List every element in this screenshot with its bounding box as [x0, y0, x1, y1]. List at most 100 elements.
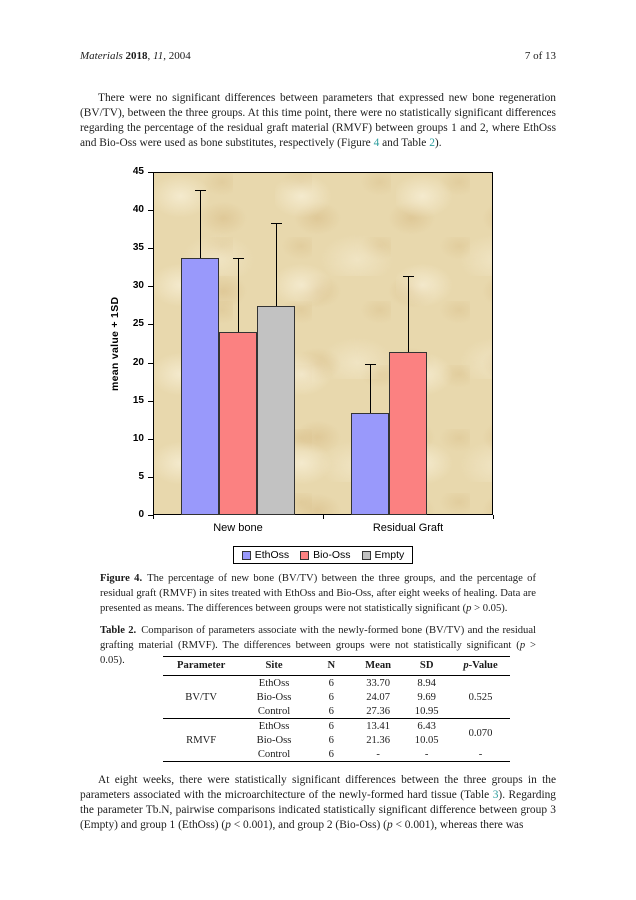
legend-label: Bio-Oss	[313, 549, 351, 561]
text-run: p	[386, 819, 393, 831]
citation-link[interactable]: 2	[429, 137, 435, 149]
error-bar-line	[275, 222, 277, 307]
x-tick-mark	[153, 515, 154, 519]
table-cell: Bio-Oss	[256, 691, 292, 703]
table-cell: 6	[328, 705, 334, 717]
text-run: The percentage of new bone (BV/TV) betwe…	[100, 573, 536, 614]
table-cell: 9.69	[417, 691, 436, 703]
table-row: RMVF EthOss 6 13.41 6.43 0.070	[163, 718, 510, 762]
legend-item-empty: Empty	[361, 549, 405, 561]
table-cell: Bio-Oss	[256, 734, 292, 746]
bar-bio-oss-new-bone	[219, 331, 257, 515]
table-row: Bio-Oss 6 21.36 10.05	[163, 733, 510, 747]
y-tick-label: 35	[132, 242, 144, 254]
p-value-cell: 0.070	[450, 718, 510, 747]
legend-swatch-icon	[300, 550, 310, 560]
legend-swatch-icon	[361, 550, 371, 560]
y-tick-mark	[148, 476, 153, 478]
text-run: > 0.05).	[100, 639, 536, 666]
column-header: Site	[239, 656, 309, 676]
text-run: p	[225, 819, 231, 831]
table-label: Table 2.	[100, 625, 137, 636]
table-2-caption: Table 2. Comparison of parameters associa…	[100, 624, 536, 668]
parameter-cell: RMVF	[163, 718, 240, 762]
header-row: Parameter Site N Mean SD p-Value	[163, 656, 510, 676]
page-number: 7 of 13	[524, 50, 556, 62]
text-run: Comparison of parameters associate with …	[100, 625, 537, 651]
table-row: Control 6 27.36 10.95	[163, 704, 510, 719]
table-cell: 8.94	[417, 677, 436, 689]
x-tick-mark	[323, 515, 324, 519]
error-bar-line	[408, 275, 409, 353]
text-run: 11	[153, 50, 164, 62]
y-tick-mark	[148, 400, 153, 402]
legend-swatch-icon	[241, 550, 251, 560]
figure-4-bar-chart: 0 5 10 15 20 25 30 35 40 45 New bone Residual Graft…	[98, 166, 538, 566]
table-cell: 6	[328, 734, 334, 746]
text-run: ).	[434, 137, 442, 149]
column-header: p-Value	[450, 656, 510, 676]
text-run: -Value	[468, 660, 498, 671]
table-row: BV/TV EthOss 6 33.70 8.94 0.525	[163, 676, 510, 703]
legend-label: Empty	[374, 549, 405, 561]
legend-box: EthOss Bio-Oss Empty	[232, 546, 414, 564]
table-row: Control 6- - -	[163, 747, 510, 762]
text-run: p	[519, 639, 526, 651]
bar-bio-oss-residual-graft	[389, 352, 427, 515]
p-value-cell: 0.525	[468, 691, 493, 703]
table-row: Bio-Oss 6 24.07 9.69	[163, 690, 510, 704]
y-tick-mark	[148, 172, 153, 173]
table-body: BV/TV EthOss 6 33.70 8.94 0.525 Bio-Oss 6 24.07 9…	[163, 676, 510, 762]
text-run: , 2004	[163, 50, 191, 62]
table-cell: EthOss	[239, 718, 309, 733]
text-run: p	[466, 602, 472, 614]
y-tick-mark	[148, 362, 153, 364]
y-tick-label: 30	[132, 280, 144, 292]
citation-link[interactable]: 3	[492, 789, 499, 801]
y-axis-title: mean value + 1SD	[109, 296, 121, 391]
column-header: SD	[402, 656, 451, 676]
text-run: p	[463, 660, 469, 671]
bar-ethoss-new-bone	[181, 258, 220, 515]
text-run: ,	[147, 50, 154, 62]
paragraph-results: At eight weeks, there were statistically…	[80, 773, 556, 833]
bar-empty-new-bone	[256, 306, 295, 515]
journal-citation: Materials 2018, 11, 2004	[80, 50, 191, 62]
table-cell: 27.36	[366, 705, 391, 717]
legend-label: EthOss	[254, 549, 290, 561]
text-run: > 0.05).	[471, 602, 508, 614]
table-cell: 21.36	[366, 734, 391, 746]
citation-link[interactable]: 4	[373, 137, 380, 149]
bar-ethoss-residual-graft	[351, 412, 390, 515]
error-bar-cap	[233, 257, 244, 259]
table-cell: Control	[257, 705, 291, 717]
text-run: 2018	[125, 50, 148, 62]
table-cell: 6	[308, 747, 354, 762]
text-run: SD	[419, 660, 434, 671]
column-header: Parameter	[163, 656, 240, 676]
y-tick-label: 15	[132, 394, 144, 406]
table-cell: EthOss	[258, 677, 290, 689]
y-tick-label: 25	[132, 318, 144, 330]
error-bar-cap	[270, 222, 282, 224]
x-category-label-new-bone: New bone	[213, 522, 263, 534]
table-cell: 10.95	[414, 705, 439, 717]
text-run: < 0.001), and group 2 (Bio-Oss) (	[230, 819, 387, 831]
table-caption-text: Comparison of parameters associate with …	[100, 625, 536, 666]
table-head: Parameter Site N Mean SD p-Value	[163, 656, 510, 676]
y-tick-mark	[148, 515, 153, 516]
error-bar-line	[370, 363, 372, 413]
y-tick-label: 5	[138, 470, 144, 482]
text-run: Mean	[365, 660, 392, 671]
y-tick-mark	[148, 286, 153, 288]
column-header: Mean	[353, 656, 403, 676]
table-cell: -	[402, 747, 451, 762]
x-tick-mark	[493, 515, 494, 519]
table-cell: 10.05	[414, 734, 439, 746]
y-tick-label: 10	[132, 432, 144, 444]
error-bar-cap	[365, 363, 377, 365]
table-cell: 6.43	[402, 718, 451, 733]
text-run: Site	[265, 660, 283, 671]
running-head: Materials 2018, 11, 2004 7 of 13	[80, 50, 556, 62]
